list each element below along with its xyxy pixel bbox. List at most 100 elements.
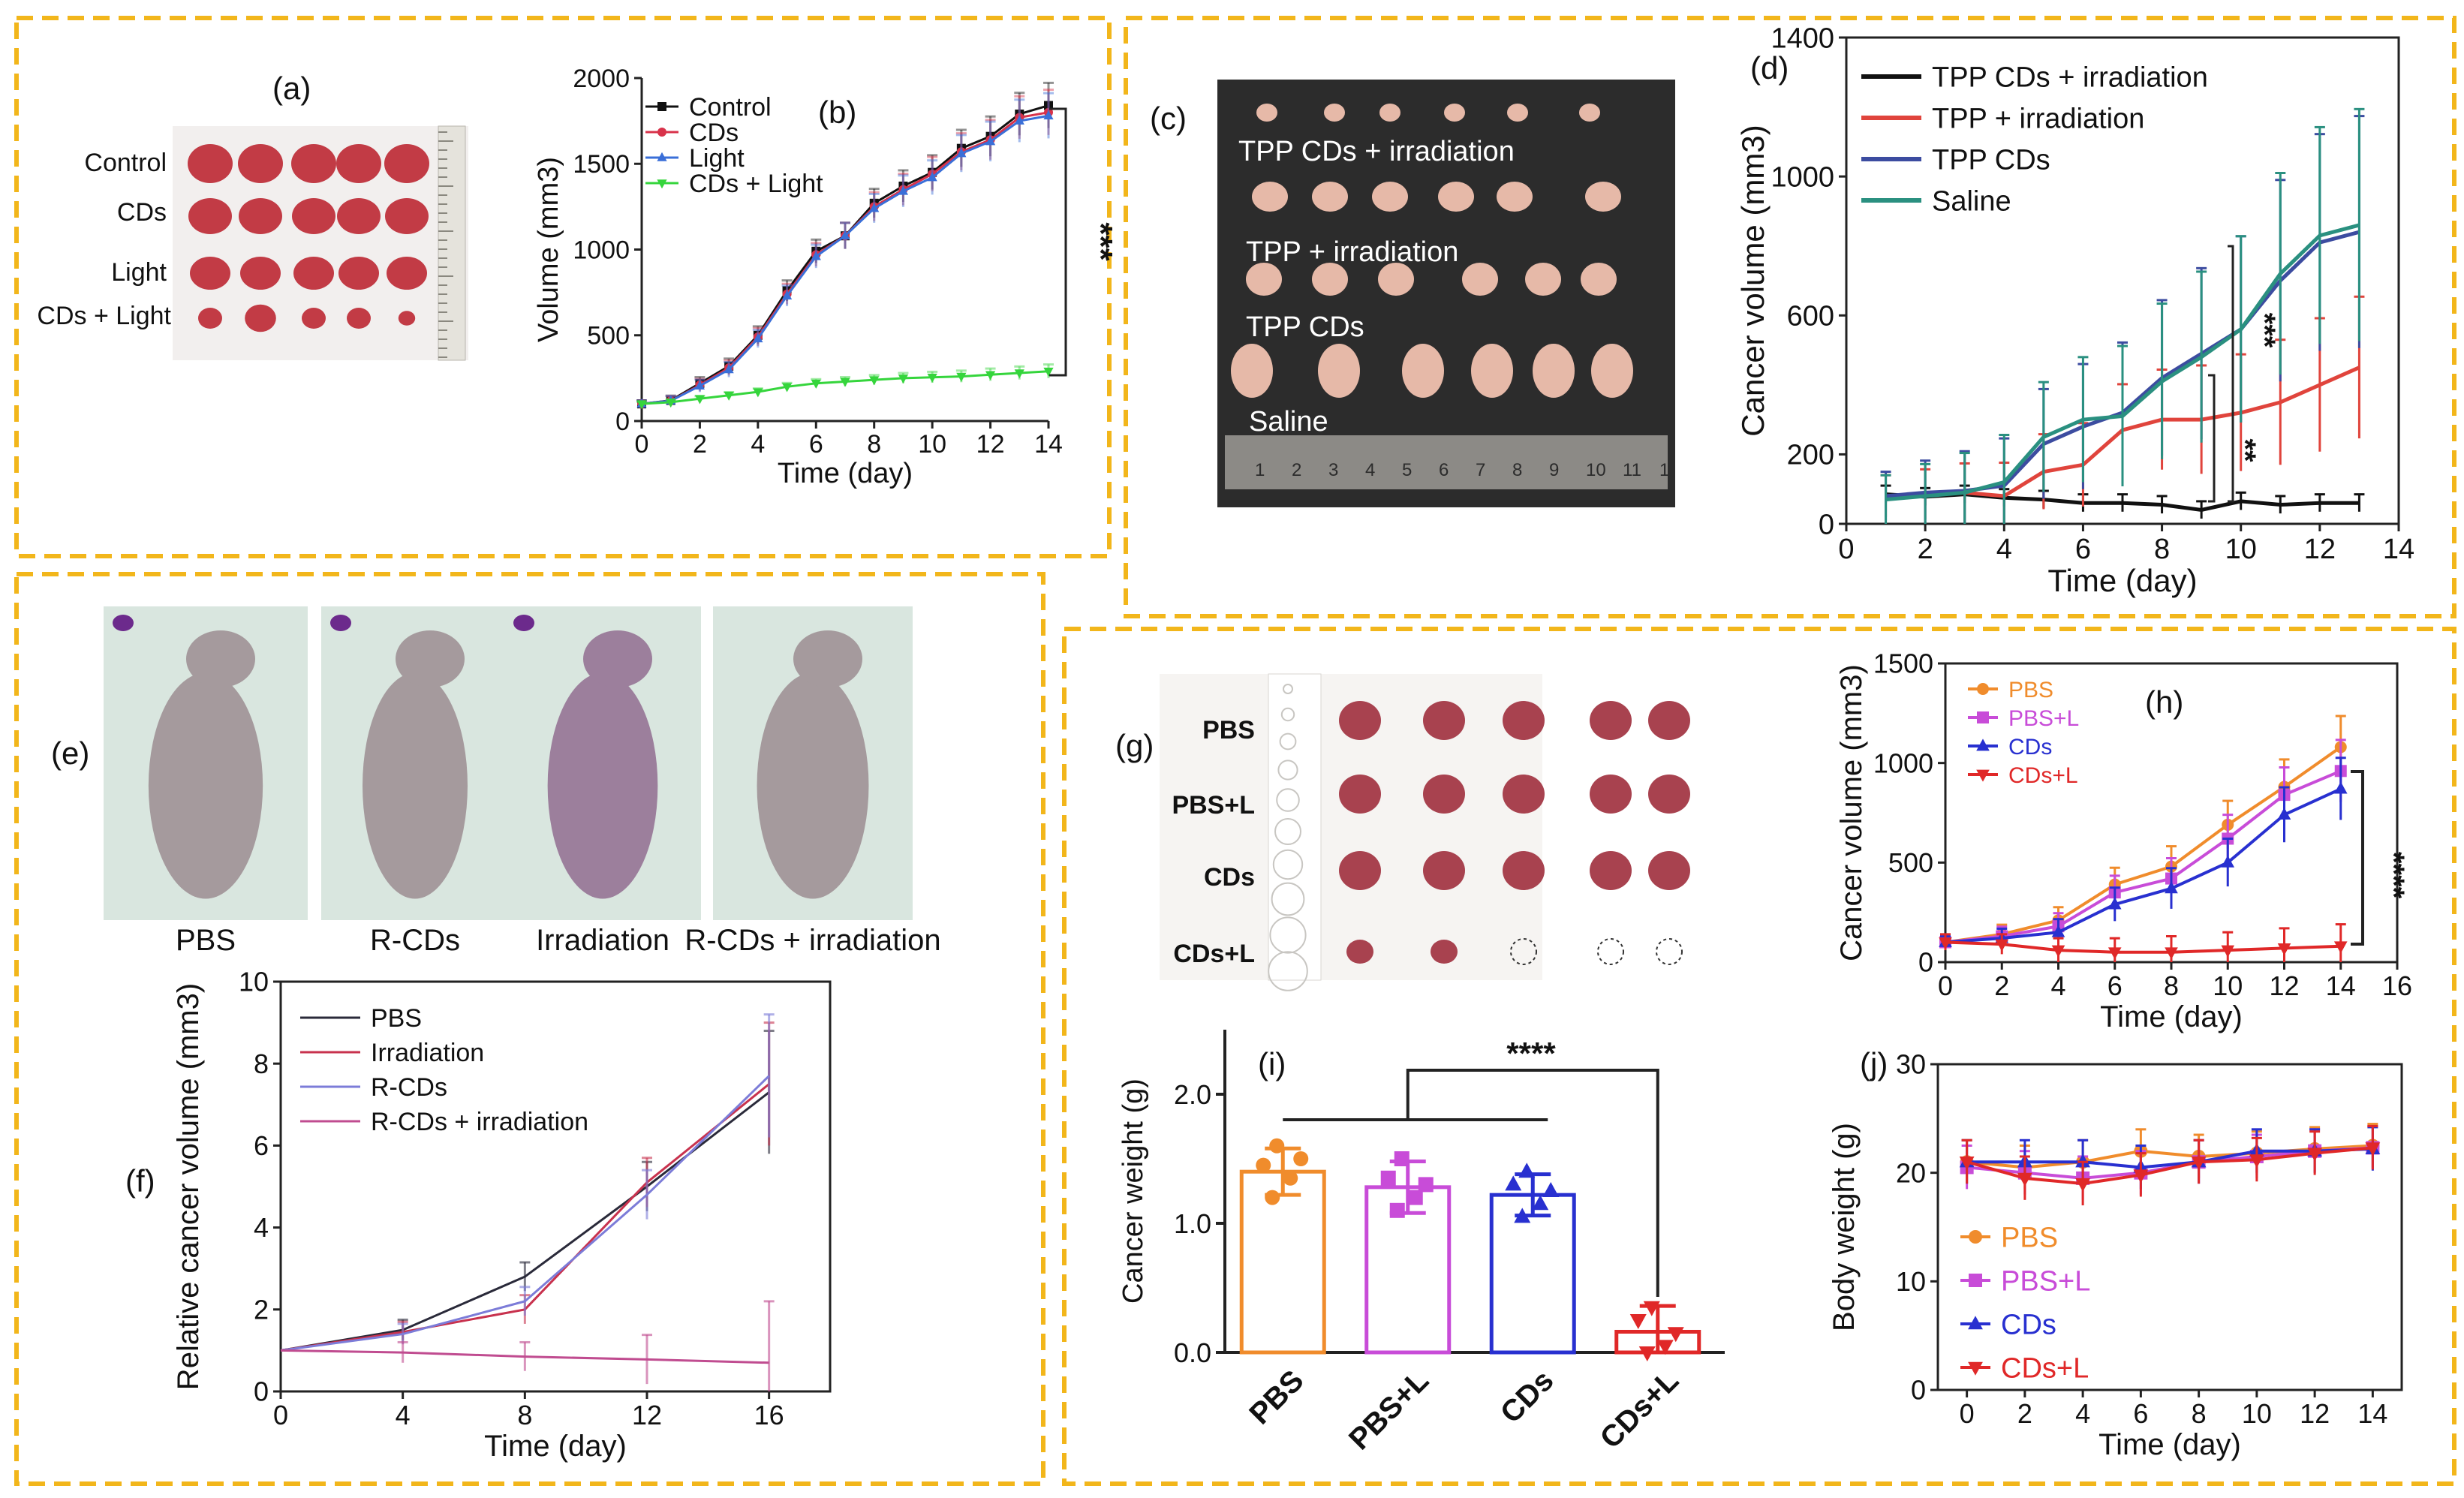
- x-axis-label: Time (day): [778, 458, 913, 489]
- photo-c-group-label: TPP + irradiation: [1246, 236, 1458, 268]
- x-tick-label: 8: [517, 1400, 532, 1430]
- tumor: [1590, 775, 1632, 814]
- data-point: [2277, 943, 2291, 956]
- y-tick-label: 1500: [1873, 648, 1933, 679]
- significance-label: **: [2228, 438, 2261, 462]
- y-tick-label: 2.0: [1174, 1079, 1211, 1110]
- y-axis-label: Relative cancer volume (mm3): [172, 983, 205, 1390]
- legend-label: Light: [689, 144, 745, 173]
- y-tick-label: 1500: [573, 150, 630, 179]
- tumor: [1402, 344, 1444, 398]
- data-point: [2017, 1172, 2032, 1187]
- empty-tumor-site: [1656, 938, 1683, 965]
- bar: [1489, 1193, 1576, 1355]
- tumor: [398, 311, 416, 326]
- x-axis-label: Time (day): [2098, 1428, 2241, 1461]
- excised-tumor: [330, 615, 351, 631]
- data-point: [2191, 1157, 2207, 1170]
- x-tick-label: 12: [632, 1400, 662, 1430]
- x-tick-label: 8: [2164, 970, 2179, 1001]
- x-axis-label: Time (day): [2047, 563, 2197, 598]
- panel-letter-j: (j): [1860, 1046, 1888, 1081]
- legend-label: R-CDs: [371, 1073, 447, 1102]
- data-point: [1667, 1327, 1684, 1343]
- data-point: [2051, 925, 2065, 937]
- photo-g-row-label: CDs: [1204, 863, 1255, 892]
- series-pbs: [1939, 714, 2347, 949]
- y-tick-label: 10: [1896, 1266, 1926, 1297]
- panel-borders: [14, 16, 2456, 1486]
- y-tick-label: 0: [615, 408, 630, 436]
- tumor: [1324, 104, 1345, 122]
- series-line: [1885, 223, 2360, 502]
- tumor: [1590, 851, 1632, 890]
- significance-bracket: [2228, 245, 2234, 503]
- data-point: [2075, 1154, 2091, 1168]
- ruler-number: 4: [1365, 460, 1375, 480]
- y-axis-label: Cancer volume (mm3): [1835, 664, 1868, 961]
- data-point: [840, 378, 850, 387]
- data-point: [781, 290, 793, 299]
- tumor: [347, 308, 371, 329]
- x-tick-label: 4: [396, 1400, 411, 1430]
- x-tick-label: CDs: [1494, 1364, 1560, 1430]
- x-tick-label: 12: [2300, 1398, 2330, 1429]
- chart-i-cancer-weight: 0.0 1.0 2.0 Cancer weight (g) PBS PBS+L CDs CDs…: [1118, 1030, 1725, 1456]
- y-axis-label: Cancer weight (g): [1118, 1078, 1149, 1304]
- x-tick-label: 12: [2304, 534, 2336, 565]
- series-pbs-l: [1939, 738, 2347, 949]
- legend-label: Saline: [1932, 186, 2011, 218]
- data-point: [1283, 1170, 1298, 1186]
- series-irradiation: [280, 1021, 775, 1352]
- series-line: [1945, 745, 2342, 944]
- tumor: [1648, 775, 1690, 814]
- tumor: [1533, 344, 1575, 398]
- ruler-circle: [1280, 707, 1295, 722]
- data-point: [2221, 945, 2235, 958]
- series-cds-light: [636, 363, 1054, 410]
- ruler-number: 6: [1439, 460, 1449, 480]
- data-point: [1380, 1170, 1396, 1186]
- y-tick-label: 0: [254, 1376, 269, 1407]
- mouse-caption: PBS: [176, 924, 236, 957]
- tumor: [1339, 851, 1381, 890]
- tumor: [245, 304, 276, 332]
- tumor: [1423, 701, 1465, 740]
- data-point: [2133, 1169, 2149, 1184]
- tumor: [338, 257, 379, 290]
- y-tick-label: 0: [1911, 1375, 1926, 1406]
- data-point: [2107, 897, 2122, 910]
- data-point: [1959, 1157, 1975, 1170]
- data-point: [2107, 947, 2122, 960]
- x-tick-label: 8: [867, 430, 881, 459]
- y-tick-label: 1.0: [1174, 1208, 1211, 1239]
- y-tick-label: 2: [254, 1294, 269, 1325]
- y-axis-label: Volume (mm3): [533, 157, 564, 342]
- y-tick-label: 0.0: [1174, 1337, 1211, 1368]
- series-line: [1966, 1146, 2373, 1186]
- data-point: [724, 364, 734, 374]
- tumor: [1312, 263, 1348, 296]
- y-tick-label: 0: [1819, 509, 1834, 540]
- photo-g-ruler: [1268, 673, 1322, 981]
- tumor: [1581, 263, 1617, 296]
- data-point: [1269, 1138, 1285, 1154]
- x-tick-label: 2: [2017, 1398, 2032, 1429]
- panel-letter-b: (b): [818, 95, 856, 130]
- border-cd: [1124, 16, 2456, 618]
- significance-bracket: [1406, 1069, 1659, 1297]
- ruler-number: 1: [1255, 460, 1265, 480]
- series-line: [1945, 769, 2342, 944]
- tumor: [302, 308, 326, 329]
- legend-label: PBS+L: [2008, 706, 2079, 731]
- ruler-number: 1: [1659, 460, 1669, 480]
- tumor: [293, 257, 334, 290]
- chart-f-relative-volume: 0 4 8 12 16 0 2 4 6 8 10 Time (day) Relative cancer …: [172, 967, 832, 1463]
- data-point: [636, 400, 647, 410]
- photo-a-ruler: [438, 125, 466, 361]
- legend-label: R-CDs + irradiation: [371, 1108, 588, 1136]
- tumor: [384, 144, 429, 183]
- data-point: [1293, 1151, 1309, 1166]
- empty-tumor-site: [1597, 938, 1624, 965]
